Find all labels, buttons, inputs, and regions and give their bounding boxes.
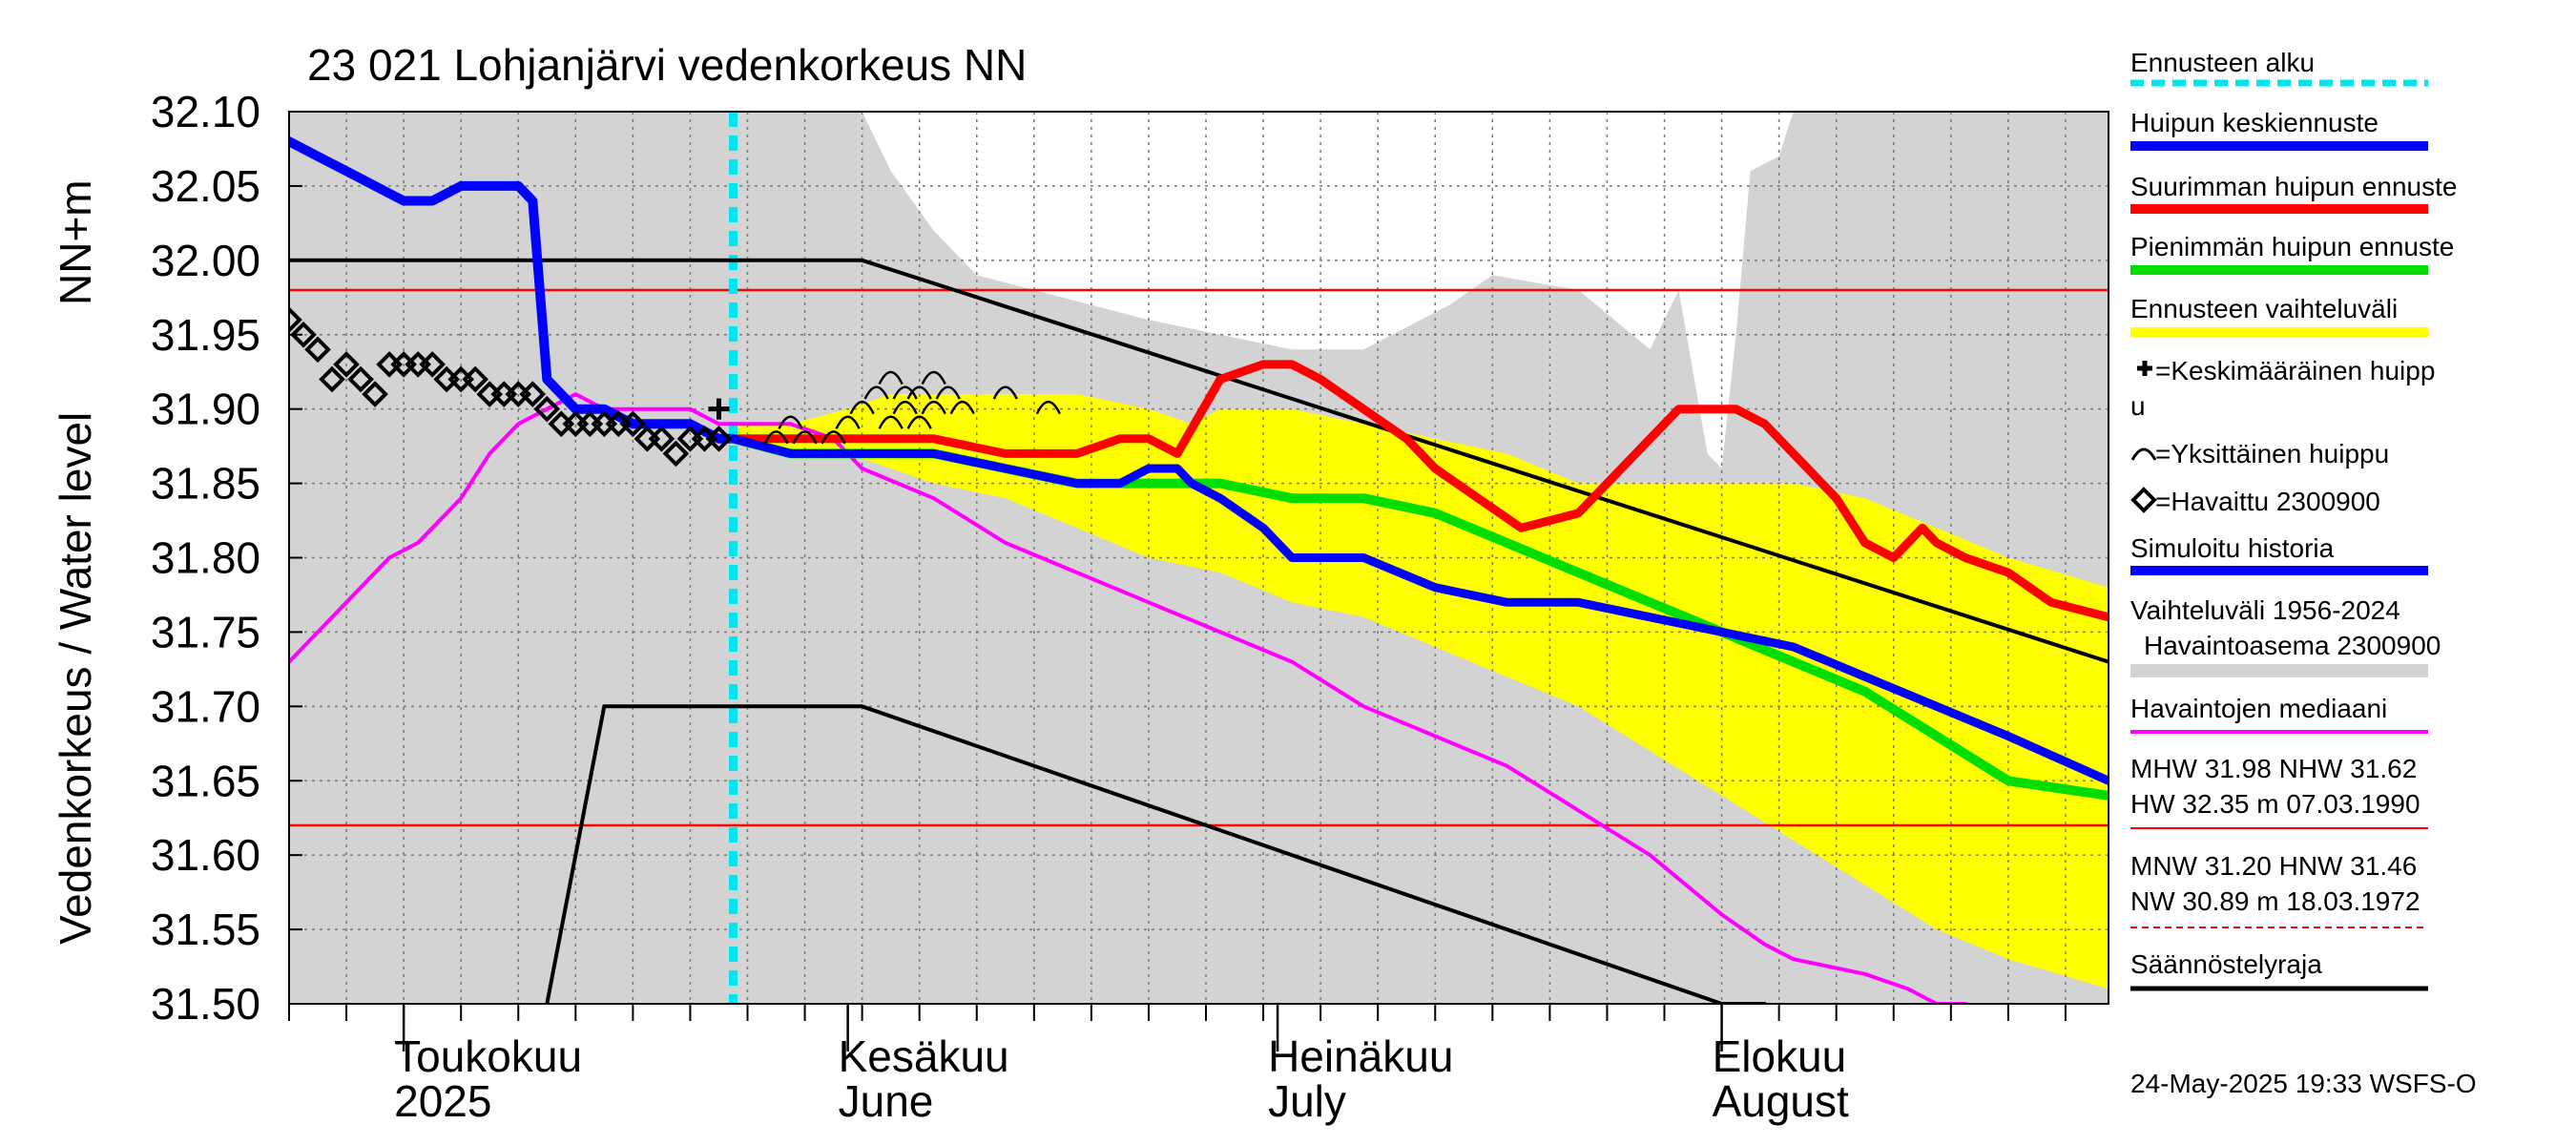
individual-peak-mark: [849, 400, 875, 415]
chart-title: 23 021 Lohjanjärvi vedenkorkeus NN: [307, 40, 1027, 90]
plot-area: [289, 112, 2109, 1004]
observed-point: [289, 306, 302, 333]
y-tick-label: 31.55: [151, 905, 260, 954]
observed-point: [419, 351, 446, 378]
legend-hw-label: HW 32.35 m 07.03.1990: [2130, 789, 2420, 819]
observed-point: [347, 365, 374, 393]
y-tick-label: 31.80: [151, 533, 260, 583]
y-tick-label: 31.60: [151, 830, 260, 880]
y-tick-label: 31.75: [151, 607, 260, 656]
individual-peak-mark: [763, 430, 789, 445]
observed-point: [333, 351, 360, 378]
observed-point: [319, 365, 345, 393]
observed-point: [362, 381, 388, 407]
month-label-fi: Heinäkuu: [1268, 1031, 1453, 1081]
legend-hist-range-station: Havaintoasema 2300900: [2144, 631, 2441, 660]
y-tick-label: 32.05: [151, 161, 260, 211]
legend-nw-label: NW 30.89 m 18.03.1972: [2130, 886, 2420, 916]
y-tick-label: 32.10: [151, 87, 260, 136]
legend-mean-forecast-label: Huipun keskiennuste: [2130, 108, 2379, 137]
y-tick-label: 31.70: [151, 681, 260, 731]
legend-mean-peak-label-2: u: [2130, 391, 2146, 421]
month-label-en: July: [1268, 1076, 1346, 1126]
month-label-en: 2025: [394, 1076, 491, 1126]
mean-peak-mark: [708, 398, 730, 420]
timestamp: 24-May-2025 19:33 WSFS-O: [2130, 1069, 2477, 1098]
individual-peak-mark: [949, 400, 975, 415]
individual-peak-mark: [992, 385, 1018, 400]
legend-forecast-start-label: Ennusteen alku: [2130, 48, 2315, 77]
observed-point: [648, 426, 675, 452]
observed-point: [705, 426, 733, 452]
y-axis-unit: NN+m: [51, 179, 100, 305]
legend-observed-icon: [2130, 487, 2157, 513]
month-label-fi: Toukokuu: [394, 1031, 582, 1081]
mean-forecast-line: [729, 434, 2109, 785]
legend-simulated-label: Simuloitu historia: [2130, 533, 2335, 563]
individual-peak-mark: [778, 415, 803, 429]
series-layer: [289, 112, 2109, 1004]
observed-point: [533, 395, 561, 423]
legend-single-peak-label: =Yksittäinen huippu: [2155, 439, 2389, 468]
y-tick-label: 31.95: [151, 310, 260, 360]
y-tick-label: 31.65: [151, 756, 260, 805]
legend-mhw-label: MHW 31.98 NHW 31.62: [2130, 754, 2417, 783]
individual-peak-mark: [878, 370, 904, 385]
individual-peak-mark: [878, 415, 904, 429]
legend-single-peak-icon: [2130, 448, 2157, 461]
legend-regulation-label: Säännöstelyraja: [2130, 949, 2322, 979]
individual-peak-mark: [1035, 400, 1061, 415]
regulation-upper-line: [289, 258, 2109, 664]
individual-peak-mark: [906, 385, 932, 400]
month-label-en: June: [839, 1076, 934, 1126]
y-tick-label: 31.85: [151, 459, 260, 509]
observed-point: [290, 321, 317, 348]
max-forecast-line: [729, 360, 2109, 622]
observed-point: [304, 336, 331, 364]
month-label-fi: Elokuu: [1713, 1031, 1847, 1081]
individual-peak-mark: [921, 400, 946, 415]
individual-peak-mark: [835, 415, 861, 429]
y-axis-label: Vedenkorkeus / Water level: [51, 412, 100, 945]
observed-point: [619, 410, 647, 438]
individual-peak-mark: [921, 370, 946, 385]
y-tick-label: 32.00: [151, 236, 260, 285]
observed-point: [662, 440, 690, 468]
y-ticks: 32.10 32.05 32.00 31.95 31.90 31.85 31.80 31.75…: [151, 87, 302, 1029]
individual-peak-mark: [863, 385, 889, 400]
legend-mean-peak-icon: [2137, 361, 2152, 376]
legend-max-forecast-label: Suurimman huipun ennuste: [2130, 172, 2457, 201]
forecast-range-band: [733, 394, 2109, 989]
y-tick-label: 31.50: [151, 979, 260, 1029]
regulation-lower-line: [545, 704, 1767, 1004]
legend-mnw-label: MNW 31.20 HNW 31.46: [2130, 851, 2417, 881]
month-label-fi: Kesäkuu: [839, 1031, 1009, 1081]
observed-point: [462, 365, 489, 393]
legend-median-label: Havaintojen mediaani: [2130, 694, 2387, 723]
legend-range-label: Ennusteen vaihteluväli: [2130, 294, 2398, 323]
individual-peak-mark: [892, 400, 918, 415]
legend-mean-peak-label: =Keskimääräinen huipp: [2155, 356, 2435, 385]
individual-peak-mark: [935, 385, 961, 400]
individual-peak-mark: [892, 385, 918, 400]
month-label-en: August: [1713, 1076, 1849, 1126]
individual-peak-mark: [906, 415, 932, 429]
legend-hist-range-label: Vaihteluväli 1956-2024: [2130, 595, 2400, 625]
legend: Ennusteen alku Huipun keskiennuste Suuri…: [2130, 48, 2457, 991]
simulated-history-line: [289, 136, 738, 444]
individual-peak-mark: [792, 430, 818, 445]
y-tick-label: 31.90: [151, 385, 260, 434]
legend-observed-label: =Havaittu 2300900: [2155, 487, 2380, 516]
legend-min-forecast-label: Pienimmän huipun ennuste: [2130, 232, 2454, 261]
observed-point: [519, 381, 547, 407]
individual-peak-mark: [821, 430, 846, 445]
